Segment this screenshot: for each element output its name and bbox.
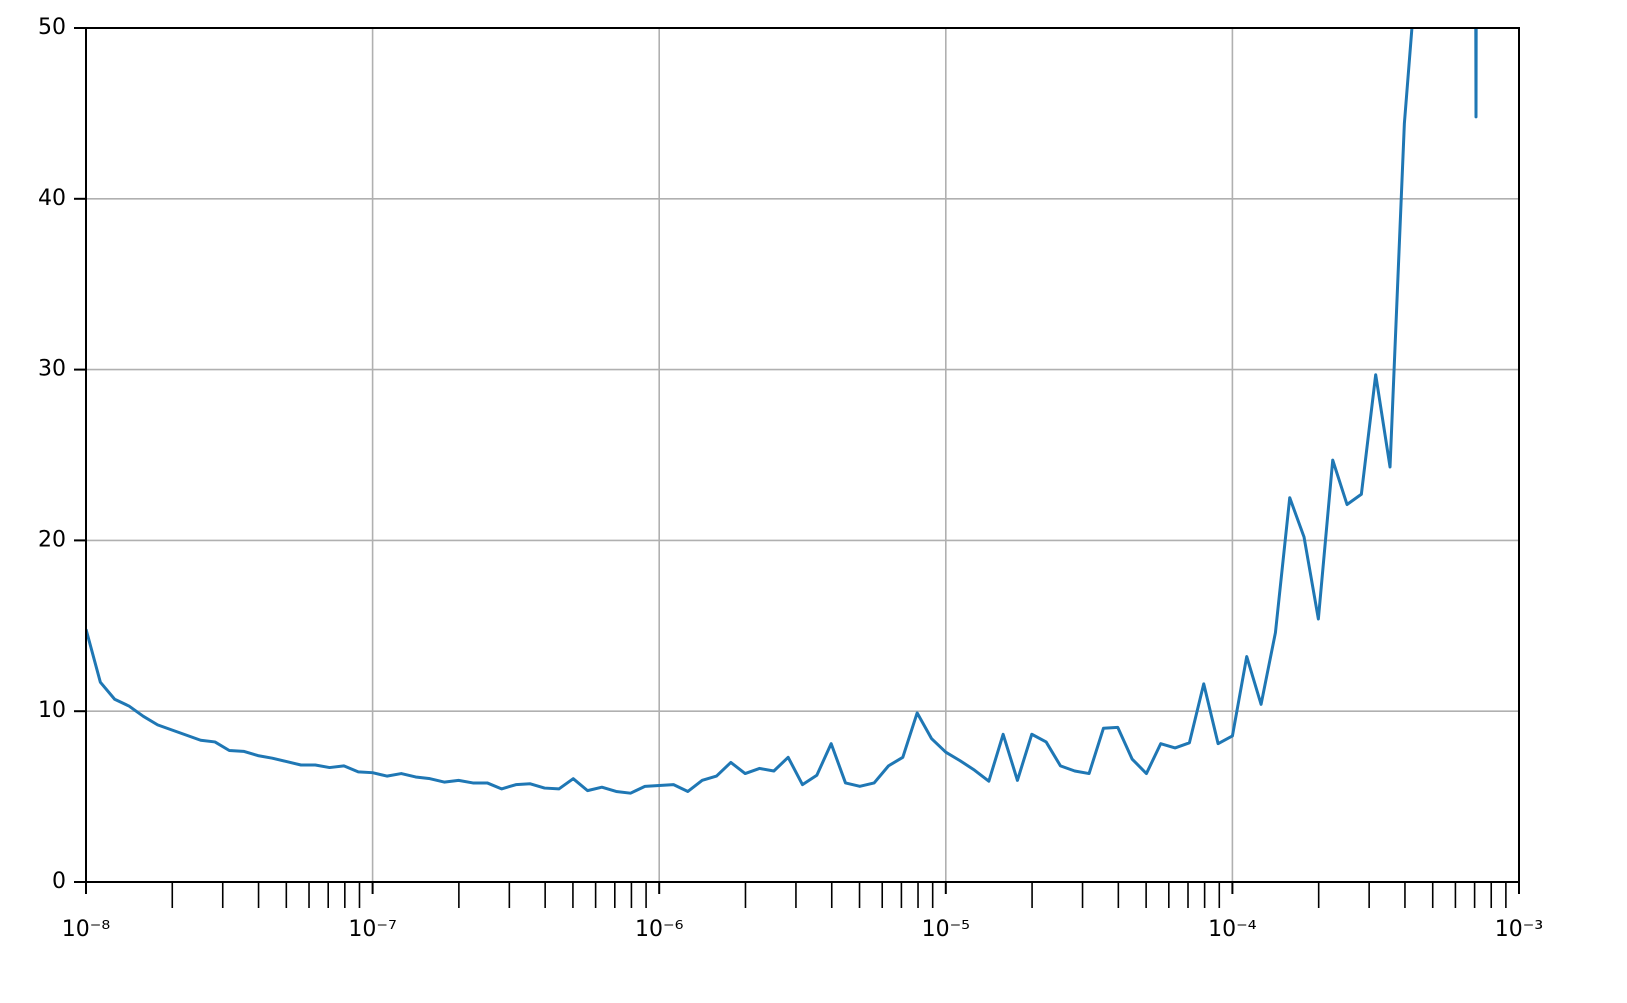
y-tick-label: 30 xyxy=(38,357,66,382)
y-tick-label: 20 xyxy=(38,527,66,552)
x-tick-label: 10⁻⁶ xyxy=(635,917,684,942)
x-tick-label: 10⁻⁸ xyxy=(62,917,111,942)
x-tick-label: 10⁻⁵ xyxy=(922,917,970,942)
y-tick-label: 50 xyxy=(38,15,66,40)
y-tick-label: 40 xyxy=(38,186,66,211)
y-tick-label: 10 xyxy=(38,698,66,723)
x-tick-label: 10⁻³ xyxy=(1495,917,1543,942)
x-tick-label: 10⁻⁷ xyxy=(348,917,396,942)
y-tick-label: 0 xyxy=(52,869,66,894)
line xyxy=(86,28,1478,795)
plot-frame xyxy=(85,27,1520,883)
x-tick-label: 10⁻⁴ xyxy=(1208,917,1257,942)
